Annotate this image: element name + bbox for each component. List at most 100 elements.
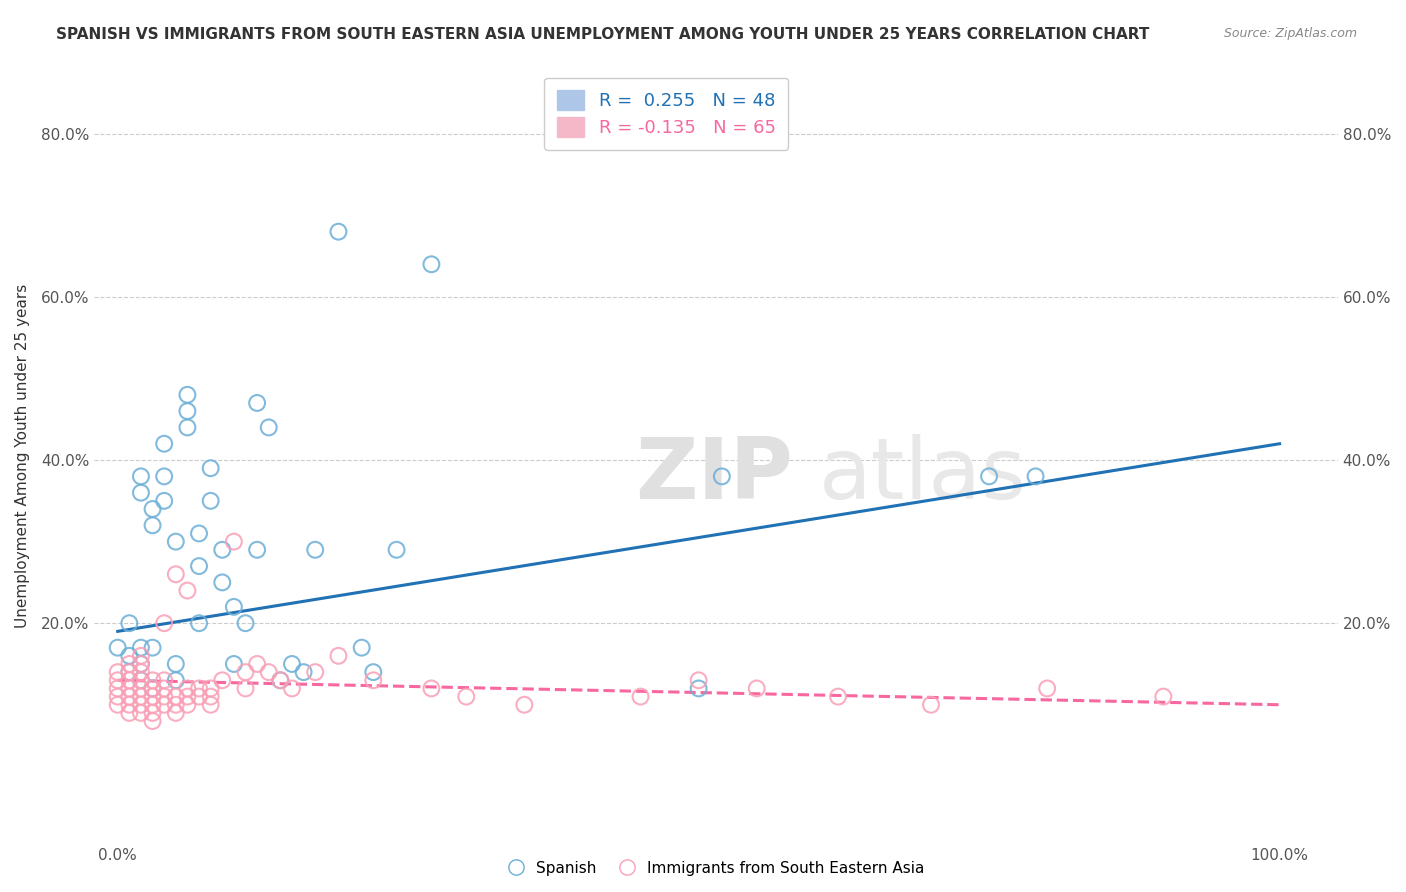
Point: [107, 673, 129, 688]
Point: [1025, 469, 1047, 483]
Point: [385, 542, 408, 557]
Point: [222, 534, 245, 549]
Point: [165, 690, 187, 704]
Point: [142, 640, 165, 655]
Point: [153, 681, 176, 696]
Point: [118, 706, 141, 720]
Point: [1036, 681, 1059, 696]
Point: [142, 681, 165, 696]
Point: [142, 518, 165, 533]
Point: [118, 698, 141, 712]
Text: ZIP: ZIP: [636, 434, 793, 516]
Point: [107, 640, 129, 655]
Point: [222, 657, 245, 671]
Point: [235, 681, 257, 696]
Point: [142, 673, 165, 688]
Point: [688, 681, 710, 696]
Point: [107, 698, 129, 712]
Point: [328, 648, 350, 663]
Point: [165, 657, 187, 671]
Point: [153, 436, 176, 450]
Point: [188, 526, 211, 541]
Point: [269, 673, 291, 688]
Point: [165, 706, 187, 720]
Point: [304, 542, 326, 557]
Point: [222, 599, 245, 614]
Point: [118, 616, 141, 631]
Point: [165, 567, 187, 582]
Point: [129, 681, 152, 696]
Point: [176, 681, 198, 696]
Point: [350, 640, 373, 655]
Point: [118, 665, 141, 680]
Point: [118, 657, 141, 671]
Point: [235, 665, 257, 680]
Point: [304, 665, 326, 680]
Point: [142, 690, 165, 704]
Point: [107, 690, 129, 704]
Point: [200, 681, 222, 696]
Point: [211, 542, 233, 557]
Point: [200, 690, 222, 704]
Point: [153, 616, 176, 631]
Point: [142, 698, 165, 712]
Point: [142, 681, 165, 696]
Point: [176, 420, 198, 434]
Text: Source: ZipAtlas.com: Source: ZipAtlas.com: [1223, 27, 1357, 40]
Point: [129, 690, 152, 704]
Point: [142, 714, 165, 728]
Point: [165, 534, 187, 549]
Point: [710, 469, 733, 483]
Point: [292, 665, 315, 680]
Point: [165, 673, 187, 688]
Point: [188, 616, 211, 631]
Point: [142, 706, 165, 720]
Point: [129, 665, 152, 680]
Point: [118, 673, 141, 688]
Point: [176, 698, 198, 712]
Point: [129, 657, 152, 671]
Point: [129, 706, 152, 720]
Point: [118, 681, 141, 696]
Point: [176, 388, 198, 402]
Point: [246, 657, 269, 671]
Point: [153, 493, 176, 508]
Point: [269, 673, 291, 688]
Text: atlas: atlas: [820, 434, 1028, 516]
Point: [977, 469, 1000, 483]
Point: [211, 575, 233, 590]
Point: [420, 681, 443, 696]
Point: [188, 681, 211, 696]
Point: [142, 502, 165, 516]
Point: [513, 698, 536, 712]
Point: [153, 673, 176, 688]
Point: [200, 698, 222, 712]
Point: [246, 542, 269, 557]
Point: [235, 616, 257, 631]
Y-axis label: Unemployment Among Youth under 25 years: Unemployment Among Youth under 25 years: [15, 284, 30, 628]
Point: [211, 673, 233, 688]
Point: [363, 665, 385, 680]
Point: [129, 657, 152, 671]
Point: [630, 690, 652, 704]
Point: [456, 690, 478, 704]
Point: [118, 665, 141, 680]
Point: [129, 698, 152, 712]
Point: [281, 657, 304, 671]
Point: [363, 673, 385, 688]
Point: [200, 493, 222, 508]
Point: [153, 469, 176, 483]
Point: [118, 690, 141, 704]
Text: SPANISH VS IMMIGRANTS FROM SOUTH EASTERN ASIA UNEMPLOYMENT AMONG YOUTH UNDER 25 : SPANISH VS IMMIGRANTS FROM SOUTH EASTERN…: [56, 27, 1150, 42]
Point: [153, 690, 176, 704]
Point: [1152, 690, 1174, 704]
Point: [257, 665, 280, 680]
Point: [107, 665, 129, 680]
Point: [165, 698, 187, 712]
Point: [153, 698, 176, 712]
Legend: Spanish, Immigrants from South Eastern Asia: Spanish, Immigrants from South Eastern A…: [502, 855, 929, 882]
Point: [420, 257, 443, 271]
Point: [745, 681, 768, 696]
Point: [129, 673, 152, 688]
Point: [129, 648, 152, 663]
